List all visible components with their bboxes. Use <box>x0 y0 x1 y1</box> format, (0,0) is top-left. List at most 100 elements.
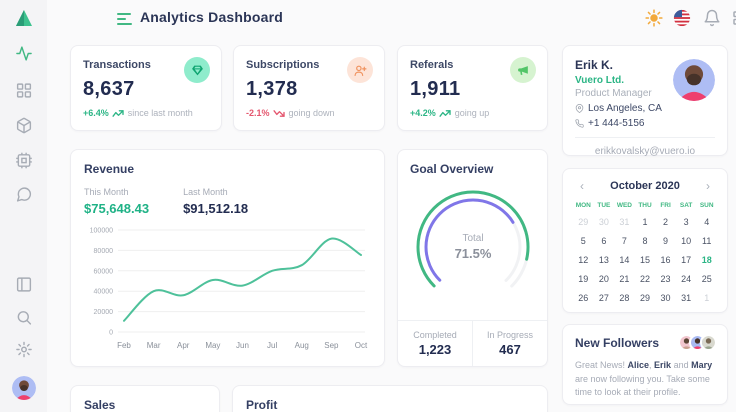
calendar-day-cell[interactable]: 31 <box>619 216 630 227</box>
sidebar-item-activity[interactable] <box>15 45 32 62</box>
calendar-day-cell[interactable]: 24 <box>681 273 692 284</box>
calendar-day-cell[interactable]: 6 <box>601 235 607 246</box>
sidebar-item-messages[interactable] <box>15 186 32 203</box>
x-tick-label: May <box>205 341 220 350</box>
calendar-day-cell[interactable]: 1 <box>642 216 648 227</box>
calendar-day-cell[interactable]: 7 <box>621 235 627 246</box>
calendar-day-name: MON <box>575 202 591 209</box>
referals-note: going up <box>454 108 490 118</box>
sidebar-user-avatar[interactable] <box>11 376 36 400</box>
menu-toggle-button[interactable] <box>117 13 132 25</box>
calendar-month-label: October 2020 <box>610 180 680 192</box>
calendar-day-cell[interactable]: 5 <box>580 235 586 246</box>
calendar-card: ‹ October 2020 › MON TUE WED THU FRI SAT SUN 2… <box>562 168 728 313</box>
calendar-day-cell[interactable]: 15 <box>639 254 650 265</box>
sidebar-item-settings[interactable] <box>15 341 32 358</box>
calendar-day-cell[interactable]: 8 <box>642 235 648 246</box>
follower-avatar-mary[interactable] <box>700 334 717 351</box>
transactions-card: Transactions 8,637 +6.4% since last mont… <box>70 45 222 131</box>
subscriptions-value: 1,378 <box>246 78 298 100</box>
calendar-day-cell[interactable]: 28 <box>619 292 630 303</box>
sidebar-item-dashboard[interactable] <box>15 82 32 99</box>
last-month-block: Last Month $91,512.18 <box>183 187 248 216</box>
top-header: Analytics Dashboard <box>47 0 736 36</box>
follower-name: Mary <box>691 360 713 370</box>
calendar-day-cell[interactable]: 9 <box>663 235 669 246</box>
calendar-day-cell[interactable]: 12 <box>578 254 589 265</box>
sidebar-item-layout[interactable] <box>15 276 32 293</box>
gauge-arc-completed-outer <box>416 190 530 304</box>
trend-up-icon <box>439 109 452 118</box>
gem-icon <box>191 65 203 75</box>
calendar-day-cell[interactable]: 3 <box>683 216 689 227</box>
calendar-day-cell[interactable]: 18 <box>701 254 712 265</box>
profile-location: Los Angeles, CA <box>588 103 662 114</box>
profile-company: Vuero Ltd. <box>575 75 625 86</box>
sidebar-item-products[interactable] <box>15 117 32 134</box>
calendar-prev-button[interactable]: ‹ <box>580 179 584 193</box>
last-month-value: $91,512.18 <box>183 201 249 216</box>
calendar-day-cell[interactable]: 30 <box>660 292 671 303</box>
calendar-day-cell[interactable]: 25 <box>701 273 712 284</box>
sidebar-item-search[interactable] <box>15 309 32 326</box>
calendar-day-cell[interactable]: 23 <box>660 273 671 284</box>
calendar-day-cell[interactable]: 2 <box>663 216 669 227</box>
subscriptions-card: Subscriptions 1,378 -2.1% going down <box>233 45 385 131</box>
x-tick-label: Aug <box>295 341 309 350</box>
calendar-day-cell[interactable]: 30 <box>598 216 609 227</box>
calendar-day-cell[interactable]: 22 <box>639 273 650 284</box>
theme-toggle-button[interactable] <box>645 9 663 27</box>
calendar-day-cell[interactable]: 20 <box>598 273 609 284</box>
calendar-next-button[interactable]: › <box>705 179 710 193</box>
calendar-day-cell[interactable]: 31 <box>681 292 692 303</box>
this-month-value: $75,648.43 <box>84 201 150 216</box>
calendar-day-cell[interactable]: 29 <box>578 216 589 227</box>
calendar-day-cell[interactable]: 11 <box>702 235 712 246</box>
calendar-day-cell[interactable]: 4 <box>704 216 710 227</box>
calendar-day-cell[interactable]: 1 <box>704 292 710 303</box>
followers-text: are now following you. Take some time to… <box>575 373 710 398</box>
sidebar-item-components[interactable] <box>15 152 32 169</box>
calendar-day-cell[interactable]: 29 <box>639 292 650 303</box>
cpu-icon <box>15 152 32 169</box>
goal-stats-row: Completed 1,223 In Progress 467 <box>398 320 547 366</box>
us-flag-icon <box>673 9 691 27</box>
profile-phone: +1 444-5156 <box>588 118 645 129</box>
revenue-card: Revenue This Month $75,648.43 Last Month… <box>70 149 385 367</box>
followers-avatars <box>678 334 717 351</box>
new-followers-card: New Followers Great News! Alice, Erik an… <box>562 324 728 405</box>
calendar-day-cell[interactable]: 10 <box>681 235 692 246</box>
referals-icon-badge <box>510 57 536 83</box>
followers-text: and <box>671 360 692 370</box>
calendar-day-cell[interactable]: 21 <box>619 273 630 284</box>
profile-avatar[interactable] <box>673 59 715 101</box>
calendar-day-cell[interactable]: 17 <box>681 254 692 265</box>
calendar-day-cell[interactable]: 16 <box>660 254 671 265</box>
y-tick-label: 60000 <box>94 268 114 275</box>
calendar-day-cell[interactable]: 13 <box>598 254 609 265</box>
calendar-day-name: TUE <box>597 202 611 209</box>
profit-card: Profit <box>232 385 548 412</box>
calendar-day-cell[interactable]: 26 <box>578 292 589 303</box>
revenue-line-chart: 0 20000 40000 60000 80000 100000 Feb Mar Apr May J… <box>90 228 368 351</box>
apps-menu-button[interactable] <box>731 9 736 27</box>
y-tick-label: 0 <box>109 330 113 337</box>
transactions-note: since last month <box>127 108 193 118</box>
inprogress-block: In Progress 467 <box>472 321 547 366</box>
gauge-total-label: Total <box>462 233 484 244</box>
app-logo[interactable] <box>0 0 47 36</box>
revenue-title: Revenue <box>84 162 135 176</box>
megaphone-icon <box>517 65 528 75</box>
calendar-day-cell[interactable]: 27 <box>598 292 609 303</box>
profile-email[interactable]: erikkovalsky@vuero.io <box>575 137 715 157</box>
calendar-day-name: SUN <box>699 202 714 209</box>
subscriptions-note: going down <box>288 108 335 118</box>
notifications-button[interactable] <box>703 9 721 27</box>
profit-title: Profit <box>246 398 278 412</box>
sun-icon <box>645 9 663 27</box>
calendar-day-cell[interactable]: 14 <box>619 254 630 265</box>
calendar-day-cell[interactable]: 19 <box>578 273 589 284</box>
revenue-line <box>123 237 362 322</box>
language-selector[interactable] <box>673 9 691 27</box>
gauge-total-value: 71.5% <box>454 246 492 261</box>
